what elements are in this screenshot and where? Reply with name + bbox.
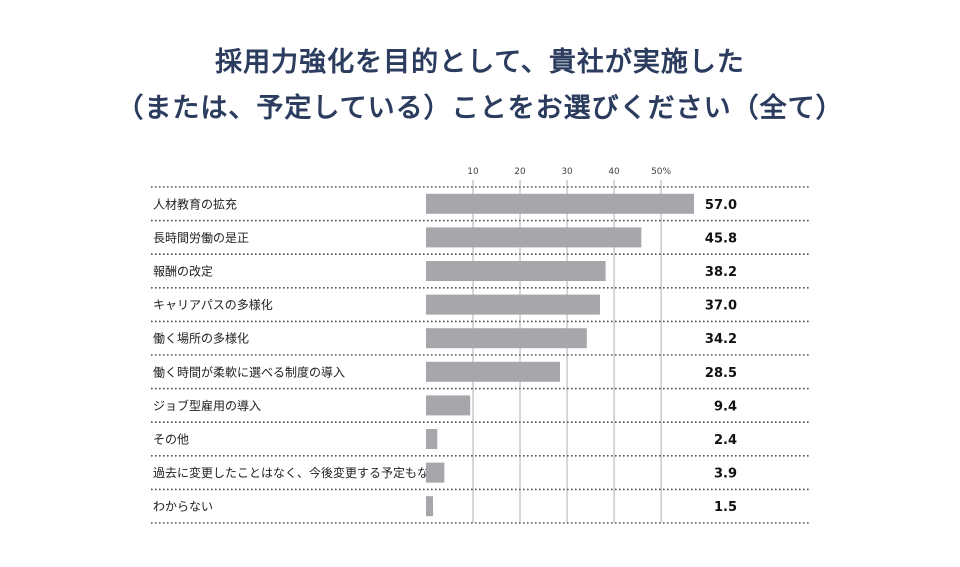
bar: [426, 429, 438, 449]
category-label: 報酬の改定: [153, 264, 213, 279]
category-label: 長時間労働の是正: [153, 231, 249, 245]
bar: [426, 328, 587, 349]
bar: [426, 395, 471, 416]
data-label: 1.5: [714, 500, 737, 515]
bar: [426, 261, 606, 281]
data-label: 34.2: [705, 332, 737, 347]
data-label: 9.4: [714, 399, 737, 414]
category-label: わからない: [153, 500, 213, 514]
x-tick-label: 40: [608, 167, 620, 177]
bar: [426, 227, 642, 248]
x-tick-label: 10: [467, 167, 479, 177]
data-label: 57.0: [705, 198, 737, 213]
category-label: 働く時間が柔軟に選べる制度の導入: [153, 364, 345, 379]
category-label: 働く場所の多様化: [153, 332, 249, 346]
bar: [426, 294, 600, 315]
category-label: キャリアパスの多様化: [153, 298, 273, 312]
category-label: 過去に変更したことはなく、今後変更する予定もない: [153, 465, 441, 480]
data-label: 2.4: [714, 433, 737, 448]
x-tick-label: 30: [561, 167, 573, 177]
chart-title-line-2: （または、予定している）ことをお選びください（全て）: [116, 93, 844, 124]
bar: [426, 193, 694, 214]
category-label: 人材教育の拡充: [153, 196, 237, 211]
data-label: 45.8: [705, 231, 737, 246]
data-label: 38.2: [705, 265, 737, 280]
bar: [426, 361, 560, 382]
data-label: 28.5: [705, 366, 737, 381]
data-label: 3.9: [714, 467, 737, 482]
x-tick-label: 20: [514, 167, 526, 177]
category-label: その他: [153, 433, 189, 447]
bar: [426, 496, 434, 517]
bar: [426, 462, 445, 483]
x-tick-label: 50%: [651, 167, 671, 177]
category-label: ジョブ型雇用の導入: [153, 398, 261, 413]
chart-title-line-1: 採用力強化を目的として、貴社が実施した: [215, 47, 745, 78]
data-label: 37.0: [705, 299, 737, 314]
